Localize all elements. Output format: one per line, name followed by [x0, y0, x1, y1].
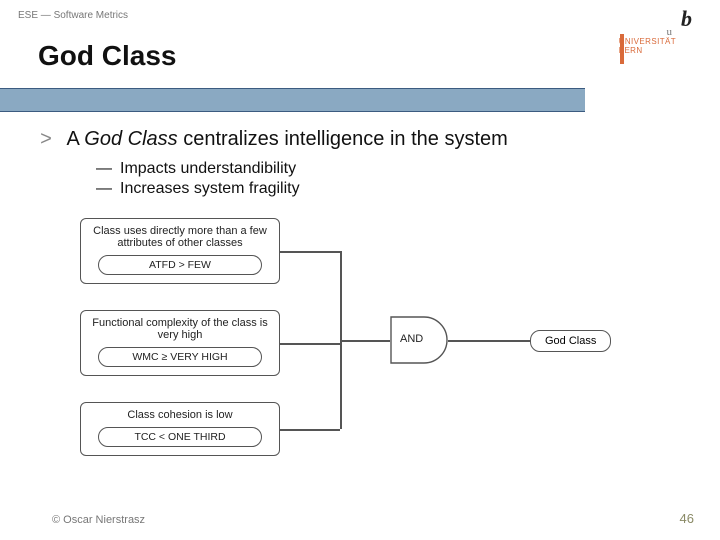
sub-bullet-2: —Increases system fragility: [96, 180, 680, 198]
university-logo: b u UNIVERSITÄT BERN: [667, 6, 697, 38]
bullet-em: God Class: [84, 128, 177, 150]
logo-university-name: UNIVERSITÄT BERN: [619, 38, 676, 56]
condition-rule: TCC < ONE THIRD: [98, 427, 262, 447]
title-band: God Class: [0, 26, 585, 86]
breadcrumb: ESE — Software Metrics: [18, 10, 128, 21]
bullet-post: centralizes intelligence in the system: [178, 128, 508, 150]
sub-bullets: —Impacts understandibility —Increases sy…: [96, 160, 680, 198]
bullet-marker: >: [40, 129, 52, 152]
logo-line2: BERN: [619, 46, 643, 55]
and-gate-label: AND: [400, 333, 423, 345]
condition-rule: ATFD > FEW: [98, 255, 262, 275]
main-bullet: > A God Class centralizes intelligence i…: [40, 128, 680, 152]
body-content: > A God Class centralizes intelligence i…: [40, 128, 680, 200]
condition-desc: Functional complexity of the class is ve…: [91, 317, 269, 341]
condition-box-3: Class cohesion is low TCC < ONE THIRD: [80, 402, 280, 456]
logo-line1: UNIVERSITÄT: [619, 37, 676, 46]
condition-desc: Class uses directly more than a few attr…: [91, 225, 269, 249]
result-box: God Class: [530, 330, 611, 352]
condition-box-2: Functional complexity of the class is ve…: [80, 310, 280, 376]
footer-copyright: © Oscar Nierstrasz: [52, 514, 145, 526]
accent-band: [0, 88, 585, 112]
condition-rule: WMC ≥ VERY HIGH: [98, 347, 262, 367]
detection-diagram: Class uses directly more than a few attr…: [80, 218, 640, 488]
condition-desc: Class cohesion is low: [91, 409, 269, 421]
bullet-pre: A: [66, 128, 84, 150]
page-title: God Class: [38, 40, 585, 72]
footer-page-number: 46: [680, 511, 694, 526]
condition-box-1: Class uses directly more than a few attr…: [80, 218, 280, 284]
sub-bullet-1: —Impacts understandibility: [96, 160, 680, 178]
